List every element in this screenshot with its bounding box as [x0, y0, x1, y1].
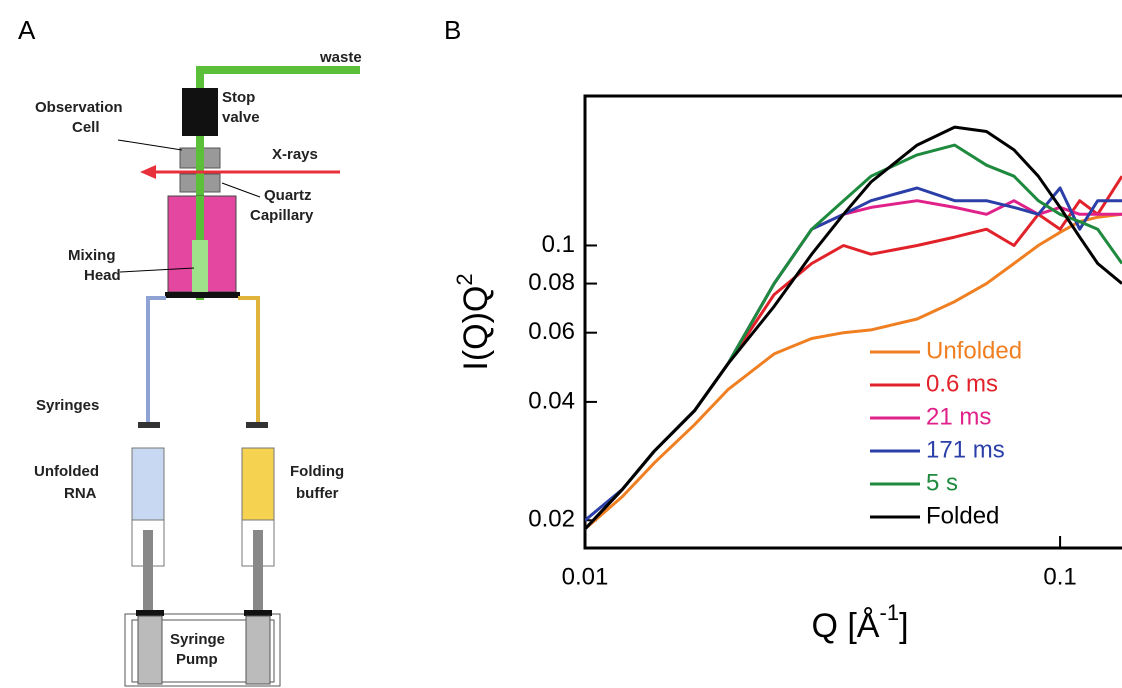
y-tick-label: 0.1 [542, 231, 575, 258]
tube [238, 296, 260, 422]
label: waste [319, 49, 362, 66]
label: Syringes [36, 397, 99, 414]
pump-frame [131, 619, 275, 683]
syringe-tip [246, 422, 268, 428]
label: Quartz [264, 187, 312, 204]
label: Pump [176, 651, 218, 668]
pointer [119, 267, 195, 273]
mixer [192, 240, 208, 295]
legend-label: 21 ms [926, 403, 991, 430]
pump-block [137, 615, 163, 685]
label: Cell [72, 119, 100, 136]
plot: 0.01 0.1 0.02 0.04 0.06 0.08 0.1 Unfolded 0.6 ms… [528, 94, 1122, 590]
syringe-tip [138, 422, 160, 428]
y-axis-label: I(Q)Q2 [452, 273, 495, 370]
mixing-base [165, 292, 240, 298]
legend-label: Folded [926, 502, 999, 529]
legend-label: Unfolded [926, 337, 1022, 364]
label: X-rays [272, 146, 318, 163]
label: Observation [35, 99, 123, 116]
label: Capillary [250, 207, 314, 224]
series-line [585, 186, 1122, 522]
y-tick-label: 0.08 [528, 269, 575, 296]
plunger [143, 530, 153, 610]
legend-label: 171 ms [926, 436, 1005, 463]
tube [146, 296, 166, 422]
y-tick-label: 0.02 [528, 506, 575, 533]
series-line [585, 212, 1122, 531]
y-tick-label: 0.04 [528, 387, 575, 414]
syringe-barrel [241, 447, 275, 521]
label: RNA [64, 485, 97, 502]
series-line [585, 175, 1122, 531]
stop-valve [182, 88, 218, 136]
plunger [253, 530, 263, 610]
y-tick-label: 0.06 [528, 318, 575, 345]
capillary [196, 140, 204, 200]
label: Stop [222, 89, 255, 106]
panel-label: B [444, 15, 461, 45]
panel-label: A [18, 15, 36, 45]
label: valve [222, 109, 260, 126]
pointer [221, 182, 261, 198]
label: Unfolded [34, 463, 99, 480]
label: buffer [296, 485, 339, 502]
x-ray-arrow [140, 165, 156, 179]
waste-pipe [196, 66, 360, 74]
series-line [585, 125, 1122, 531]
x-tick-label: 0.1 [1043, 563, 1076, 590]
pump-clamp [244, 610, 272, 616]
label: Mixing [68, 247, 116, 264]
pointer [117, 139, 183, 151]
pump-clamp [136, 610, 164, 616]
legend-label: 0.6 ms [926, 370, 998, 397]
label: Head [84, 267, 121, 284]
legend-label: 5 s [926, 469, 958, 496]
x-axis-label: Q [Å-1] [811, 600, 908, 645]
pump-block [245, 615, 271, 685]
label: Folding [290, 463, 344, 480]
plot-frame [583, 94, 1122, 550]
syringe-barrel [131, 447, 165, 521]
label: Syringe [170, 631, 225, 648]
x-tick-label: 0.01 [562, 563, 609, 590]
